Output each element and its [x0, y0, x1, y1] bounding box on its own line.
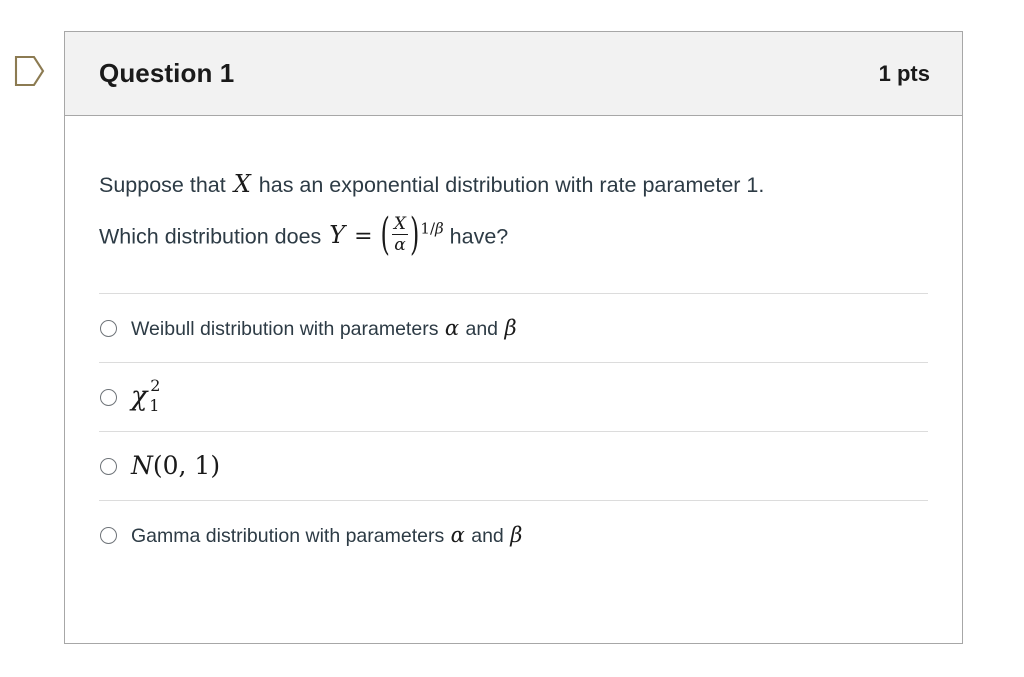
answer-gamma-text-pre: Gamma distribution with parameters: [131, 524, 445, 547]
formula-exponent-number: 1/: [420, 220, 436, 238]
prompt-line1-post: has an exponential distribution with rat…: [258, 173, 637, 197]
question-points: 1 pts: [878, 60, 930, 86]
radio-button-normal[interactable]: [100, 457, 117, 475]
answer-option-gamma[interactable]: Gamma distribution with parameters α and…: [99, 500, 928, 569]
answer-normal-args: (0, 1): [152, 451, 221, 481]
answer-normal-math: N(0, 1): [131, 451, 220, 480]
answer-options-list: Weibull distribution with parameters α a…: [99, 293, 928, 569]
question-prompt: Suppose that X has an exponential distri…: [99, 162, 819, 260]
question-card: Question 1 1 pts Suppose that X has an e…: [64, 31, 963, 644]
formula-fraction-numerator: X: [393, 213, 407, 234]
formula-exponent-beta: β: [435, 220, 444, 238]
prompt-line2-post: have?: [449, 224, 509, 249]
formula-left-paren: (: [380, 208, 390, 261]
question-header: Question 1 1 pts: [65, 32, 962, 116]
answer-weibull-alpha: α: [444, 315, 460, 340]
answer-weibull-text-pre: Weibull distribution with parameters: [131, 317, 439, 340]
answer-option-normal[interactable]: N(0, 1): [99, 431, 928, 500]
answer-chi-square-subscript: 1: [149, 396, 160, 416]
answer-label-gamma: Gamma distribution with parameters α and…: [131, 523, 523, 548]
answer-gamma-beta: β: [510, 522, 523, 547]
answer-option-weibull[interactable]: Weibull distribution with parameters α a…: [99, 293, 928, 362]
radio-button-chi-square[interactable]: [100, 388, 117, 406]
answer-weibull-and: and: [465, 317, 499, 340]
radio-button-weibull[interactable]: [100, 319, 117, 337]
formula-lhs-y: Y: [329, 221, 346, 250]
formula-equals: =: [354, 224, 373, 250]
answer-label-weibull: Weibull distribution with parameters α a…: [131, 316, 518, 341]
question-body: Suppose that X has an exponential distri…: [65, 116, 962, 569]
question-title: Question 1: [99, 58, 235, 88]
formula-right-paren: ): [410, 208, 420, 261]
radio-button-gamma[interactable]: [100, 526, 117, 544]
answer-chi-square-base: χ: [131, 381, 148, 413]
prompt-line2-pre: parameter 1. Which distribution does: [99, 173, 765, 249]
prompt-variable-x: X: [233, 170, 251, 198]
answer-label-normal: N(0, 1): [131, 451, 220, 481]
formula-exponent: 1/β: [420, 220, 443, 238]
flag-outline-icon[interactable]: [14, 54, 46, 88]
formula-fraction-denominator: α: [391, 233, 409, 254]
answer-normal-base: N: [131, 451, 153, 481]
answer-weibull-beta: β: [504, 315, 517, 340]
answer-gamma-alpha: α: [450, 522, 465, 547]
answer-gamma-and: and: [471, 524, 504, 547]
prompt-line1-pre: Suppose that: [99, 173, 226, 197]
answer-chi-square-superscript: 2: [150, 376, 161, 396]
